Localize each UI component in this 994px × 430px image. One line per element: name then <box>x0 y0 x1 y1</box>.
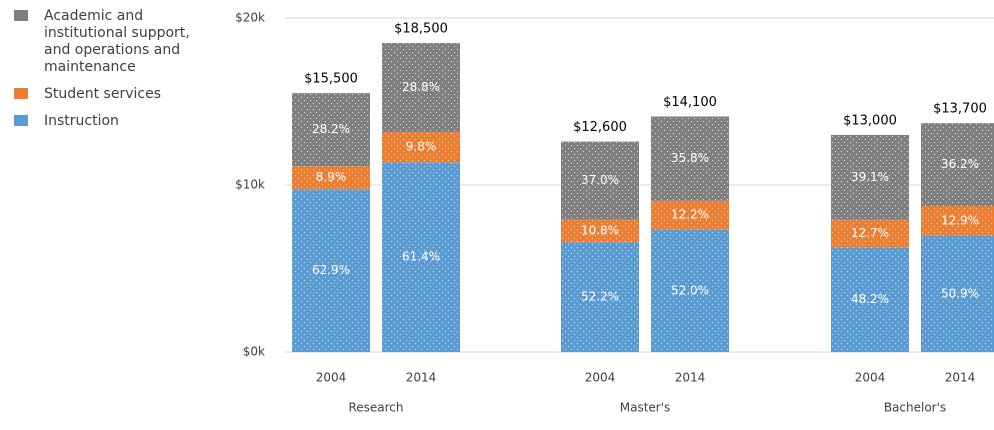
x-tick-label: 2004 <box>316 371 347 385</box>
data-label: 28.2% <box>312 122 350 136</box>
data-label: 39.1% <box>851 170 889 184</box>
x-tick-label: 2004 <box>585 371 616 385</box>
data-label: 36.2% <box>941 157 979 171</box>
total-label: $13,700 <box>933 102 987 117</box>
bar-segment <box>831 219 909 248</box>
group-label: Bachelor's <box>884 401 946 415</box>
data-label: 28.8% <box>402 80 440 94</box>
bar-segment <box>831 134 909 220</box>
data-label: 35.8% <box>671 151 709 165</box>
data-label: 62.9% <box>312 263 350 277</box>
x-tick-label: 2004 <box>855 371 886 385</box>
data-label: 12.2% <box>671 208 709 222</box>
y-tick-label: $10k <box>235 178 265 192</box>
legend-swatch <box>14 115 28 126</box>
bar-segment <box>561 141 639 220</box>
data-label: 50.9% <box>941 286 979 300</box>
group-label: Master's <box>620 401 671 415</box>
legend-item: Academic and institutional support, and … <box>14 8 214 76</box>
bar-segment <box>292 189 370 352</box>
data-label: 48.2% <box>851 292 889 306</box>
legend-item: Student services <box>14 86 214 103</box>
bar-segment <box>651 229 729 352</box>
bar-segment <box>651 116 729 201</box>
data-label: 52.2% <box>581 290 619 304</box>
legend-swatch <box>14 88 28 99</box>
bar-segment <box>921 123 994 207</box>
bar-segment <box>831 247 909 352</box>
x-tick-label: 2014 <box>945 371 976 385</box>
bar-segment <box>292 166 370 190</box>
x-tick-label: 2014 <box>406 371 437 385</box>
x-tick-label: 2014 <box>675 371 706 385</box>
legend-label: Student services <box>44 86 162 102</box>
group-label: Research <box>348 401 403 415</box>
data-label: 37.0% <box>581 173 619 187</box>
bar-segment <box>292 93 370 167</box>
bar-segment <box>561 242 639 352</box>
data-label: 12.7% <box>851 226 889 240</box>
total-label: $13,000 <box>843 113 897 128</box>
data-label: 10.8% <box>581 223 619 237</box>
legend-label: Academic and institutional support, and … <box>44 8 190 75</box>
legend-label: Instruction <box>44 113 119 129</box>
bar-segment <box>921 206 994 236</box>
total-label: $15,500 <box>304 72 358 87</box>
y-tick-label: $0k <box>243 345 265 359</box>
data-label: 8.9% <box>316 170 347 184</box>
data-label: 52.0% <box>671 283 709 297</box>
bar-segment <box>921 235 994 352</box>
legend-swatch <box>14 10 28 21</box>
y-tick-label: $20k <box>235 11 265 25</box>
data-label: 9.8% <box>406 140 437 154</box>
total-label: $12,600 <box>573 120 627 135</box>
total-label: $18,500 <box>394 22 448 37</box>
bar-segment <box>561 219 639 243</box>
legend-item: Instruction <box>14 113 214 130</box>
data-label: 12.9% <box>941 213 979 227</box>
bar-segment <box>382 132 460 163</box>
bar-segment <box>382 162 460 352</box>
bar-segment <box>651 200 729 230</box>
data-label: 61.4% <box>402 250 440 264</box>
bar-segment <box>382 43 460 133</box>
total-label: $14,100 <box>663 95 717 110</box>
legend: Academic and institutional support, and … <box>14 8 214 140</box>
